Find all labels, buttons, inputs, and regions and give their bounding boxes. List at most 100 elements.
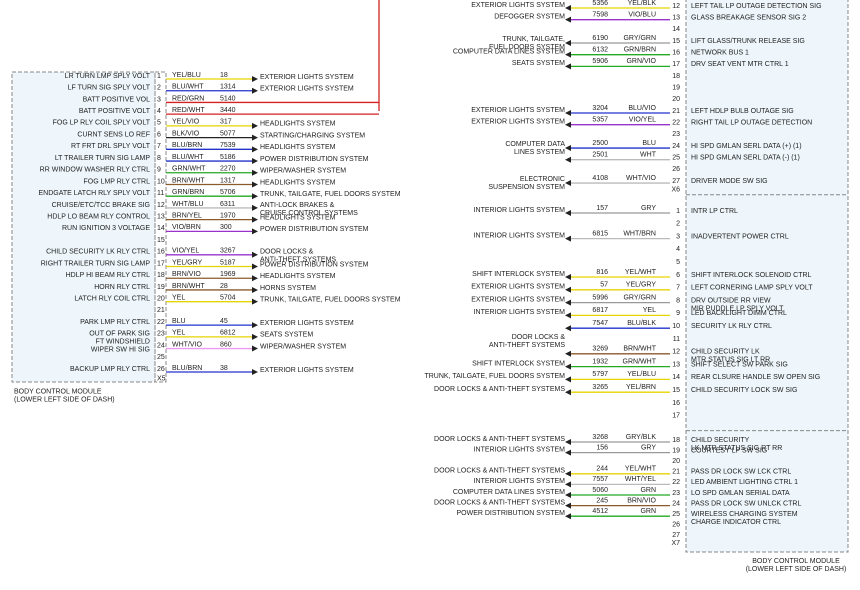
connector-label: X5 <box>157 376 166 383</box>
destination: COMPUTER DATA LINES SYSTEM <box>453 489 565 496</box>
destination: DOOR LOCKS & <box>260 249 314 256</box>
circuit-number: 3440 <box>220 107 236 114</box>
destination: EXTERIOR LIGHTS SYSTEM <box>471 296 565 303</box>
arrow <box>565 51 571 58</box>
wire-color: GRN/WHT <box>172 166 206 173</box>
pin-number: 11 <box>157 190 164 197</box>
destination: DOOR LOCKS & ANTI-THEFT SYSTEMS <box>434 386 565 393</box>
pin-signal: PARK LMP RLY CTRL <box>80 319 150 326</box>
destination: TRUNK, TAILGATE, FUEL DOORS SYSTEM <box>260 297 401 304</box>
pin-signal: RR WINDOW WASHER RLY CTRL <box>40 167 150 174</box>
arrow <box>565 502 571 509</box>
pin-signal: RIGHT TAIL LP OUTAGE DETECTION <box>691 120 812 127</box>
destination: TRUNK, TAILGATE, FUEL DOORS SYSTEM <box>424 373 565 380</box>
destination: TRUNK, TAILGATE, <box>502 36 565 43</box>
wire-color: GRY <box>641 205 656 212</box>
pin-number: 9 <box>157 167 161 174</box>
circuit-number: 6815 <box>592 230 608 237</box>
circuit-number: 6812 <box>220 330 236 337</box>
pin-number: 9 <box>676 310 680 317</box>
destination: INTERIOR LIGHTS SYSTEM <box>474 232 566 239</box>
circuit-number: 5706 <box>220 189 236 196</box>
arrow <box>252 193 258 200</box>
wire-color: WHT/YEL <box>625 476 656 483</box>
destination: INTERIOR LIGHTS SYSTEM <box>474 478 566 485</box>
pin-signal: LED BACKLIGHT DIMM CTRL <box>691 310 787 317</box>
destination: POWER DISTRIBUTION SYSTEM <box>260 261 369 268</box>
circuit-number: 317 <box>220 119 232 126</box>
destination: POWER DISTRIBUTION SYSTEM <box>260 226 369 233</box>
wire-color: GRN/BRN <box>172 189 204 196</box>
pin-number: 24 <box>672 500 680 507</box>
circuit-number: 18 <box>220 72 228 79</box>
circuit-number: 7539 <box>220 142 236 149</box>
pin-number: 12 <box>672 3 680 10</box>
destination: DOOR LOCKS & ANTI-THEFT SYSTEMS <box>434 436 565 443</box>
pin-signal: RUN IGNITION 3 VOLTAGE <box>62 225 150 232</box>
wire-color: BRN/VIO <box>627 497 656 504</box>
destination: COMPUTER DATA LINES SYSTEM <box>453 49 565 56</box>
arrow <box>565 299 571 306</box>
destination: WIPER/WASHER SYSTEM <box>260 168 346 175</box>
wire-color: WHT/VIO <box>626 175 656 182</box>
circuit-number: 7598 <box>592 12 608 19</box>
wire-color: GRY/BLK <box>626 434 657 441</box>
circuit-number: 2501 <box>592 152 608 159</box>
destination: HEADLIGHTS SYSTEM <box>260 214 336 221</box>
pin-signal: HDLP LO BEAM RLY CONTROL <box>47 213 150 220</box>
pin-number: 16 <box>672 400 680 407</box>
circuit-number: 4512 <box>592 508 608 515</box>
arrow <box>252 275 258 282</box>
wire-color: GRN <box>640 487 656 494</box>
module-name: BODY CONTROL MODULE <box>14 389 102 396</box>
circuit-number: 1932 <box>592 358 608 365</box>
pin-number: 20 <box>672 458 680 465</box>
circuit-number: 5060 <box>592 487 608 494</box>
pin-signal: LIFT GLASS/TRUNK RELEASE SIG <box>691 38 805 45</box>
pin-number: 19 <box>672 85 680 92</box>
pin-number: 25 <box>672 511 680 518</box>
pin-number: 1 <box>676 208 680 215</box>
wire-color: GRY/GRN <box>623 35 656 42</box>
circuit-number: 28 <box>220 283 228 290</box>
arrow <box>252 298 258 305</box>
wire-color: BRN/WHT <box>172 283 205 290</box>
pin-signal: BATT POSITIVE VOL <box>83 96 151 103</box>
pin-number: 13 <box>672 15 680 22</box>
pin-number: 24 <box>672 143 680 150</box>
arrow <box>252 251 258 258</box>
wire-color: BRN/YEL <box>172 212 202 219</box>
arrow <box>252 228 258 235</box>
arrow <box>565 210 571 216</box>
destination: INTERIOR LIGHTS SYSTEM <box>474 446 566 453</box>
destination: POWER DISTRIBUTION SYSTEM <box>456 510 565 517</box>
pin-number: 7 <box>676 285 680 292</box>
circuit-number: 1970 <box>220 212 236 219</box>
pin-signal: LO SPD GMLAN SERIAL DATA <box>691 490 790 497</box>
pin-number: 12 <box>157 202 165 209</box>
circuit-number: 816 <box>596 269 608 276</box>
pin-signal: LEFT CORNERING LAMP SPLY VOLT <box>691 285 813 292</box>
arrow <box>252 345 258 352</box>
wire-color: BLK/VIO <box>172 130 200 137</box>
circuit-number: 244 <box>596 466 608 473</box>
wire-color: YEL/GRY <box>626 282 657 289</box>
pin-number: 14 <box>672 26 680 33</box>
destination: EXTERIOR LIGHTS SYSTEM <box>471 119 565 126</box>
wire-color: GRN <box>640 508 656 515</box>
arrow <box>565 481 571 488</box>
wire-color: BRN/WHT <box>172 177 205 184</box>
destination: EXTERIOR LIGHTS SYSTEM <box>471 107 565 114</box>
left-module-box <box>11 71 156 383</box>
pin-signal: CHILD SECURITY <box>691 437 750 444</box>
arrow <box>565 180 571 187</box>
destination: DOOR LOCKS & <box>512 334 566 341</box>
pin-signal: BACKUP LMP RLY CTRL <box>70 366 150 373</box>
arrow <box>565 274 571 280</box>
right-module-box <box>685 0 849 553</box>
arrow <box>252 322 258 329</box>
pin-signal: PASS DR LOCK SW LCK CTRL <box>691 469 791 476</box>
pin-number: 21 <box>672 469 680 476</box>
arrow <box>565 376 571 383</box>
